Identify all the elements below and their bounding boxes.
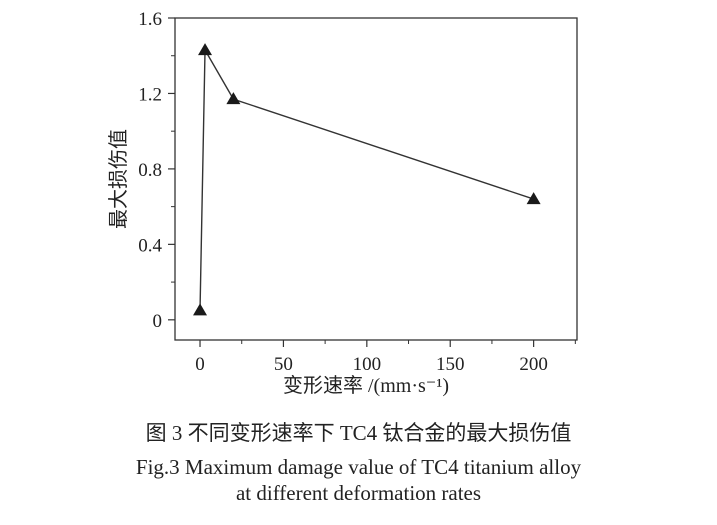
x-tick-label: 0 <box>195 354 205 375</box>
caption-cn: 图 3 不同变形速率下 TC4 钛合金的最大损伤值 <box>145 421 572 445</box>
data-point-marker <box>226 92 241 105</box>
x-tick-label: 50 <box>274 354 293 375</box>
data-point-marker <box>193 303 208 316</box>
x-tick-label: 150 <box>436 354 465 375</box>
series-line <box>199 47 534 311</box>
data-point-marker <box>198 43 213 56</box>
data-point-marker <box>526 192 541 205</box>
y-tick-label: 0 <box>153 311 163 332</box>
y-tick-label: 1.6 <box>138 9 162 30</box>
y-tick-label: 0.8 <box>138 160 162 181</box>
caption-en-line1: Fig.3 Maximum damage value of TC4 titani… <box>135 455 582 479</box>
y-tick-label: 0.4 <box>138 235 162 256</box>
x-tick-label: 100 <box>353 354 382 375</box>
x-axis-label: 变形速率 /(mm·s⁻¹) <box>283 374 449 397</box>
y-tick-label: 1.2 <box>138 84 162 105</box>
plot-frame <box>174 17 578 341</box>
caption-en-line2: at different deformation rates <box>235 481 482 505</box>
x-tick-label: 200 <box>519 354 548 375</box>
y-axis-label: 最大损伤值 <box>107 129 130 229</box>
